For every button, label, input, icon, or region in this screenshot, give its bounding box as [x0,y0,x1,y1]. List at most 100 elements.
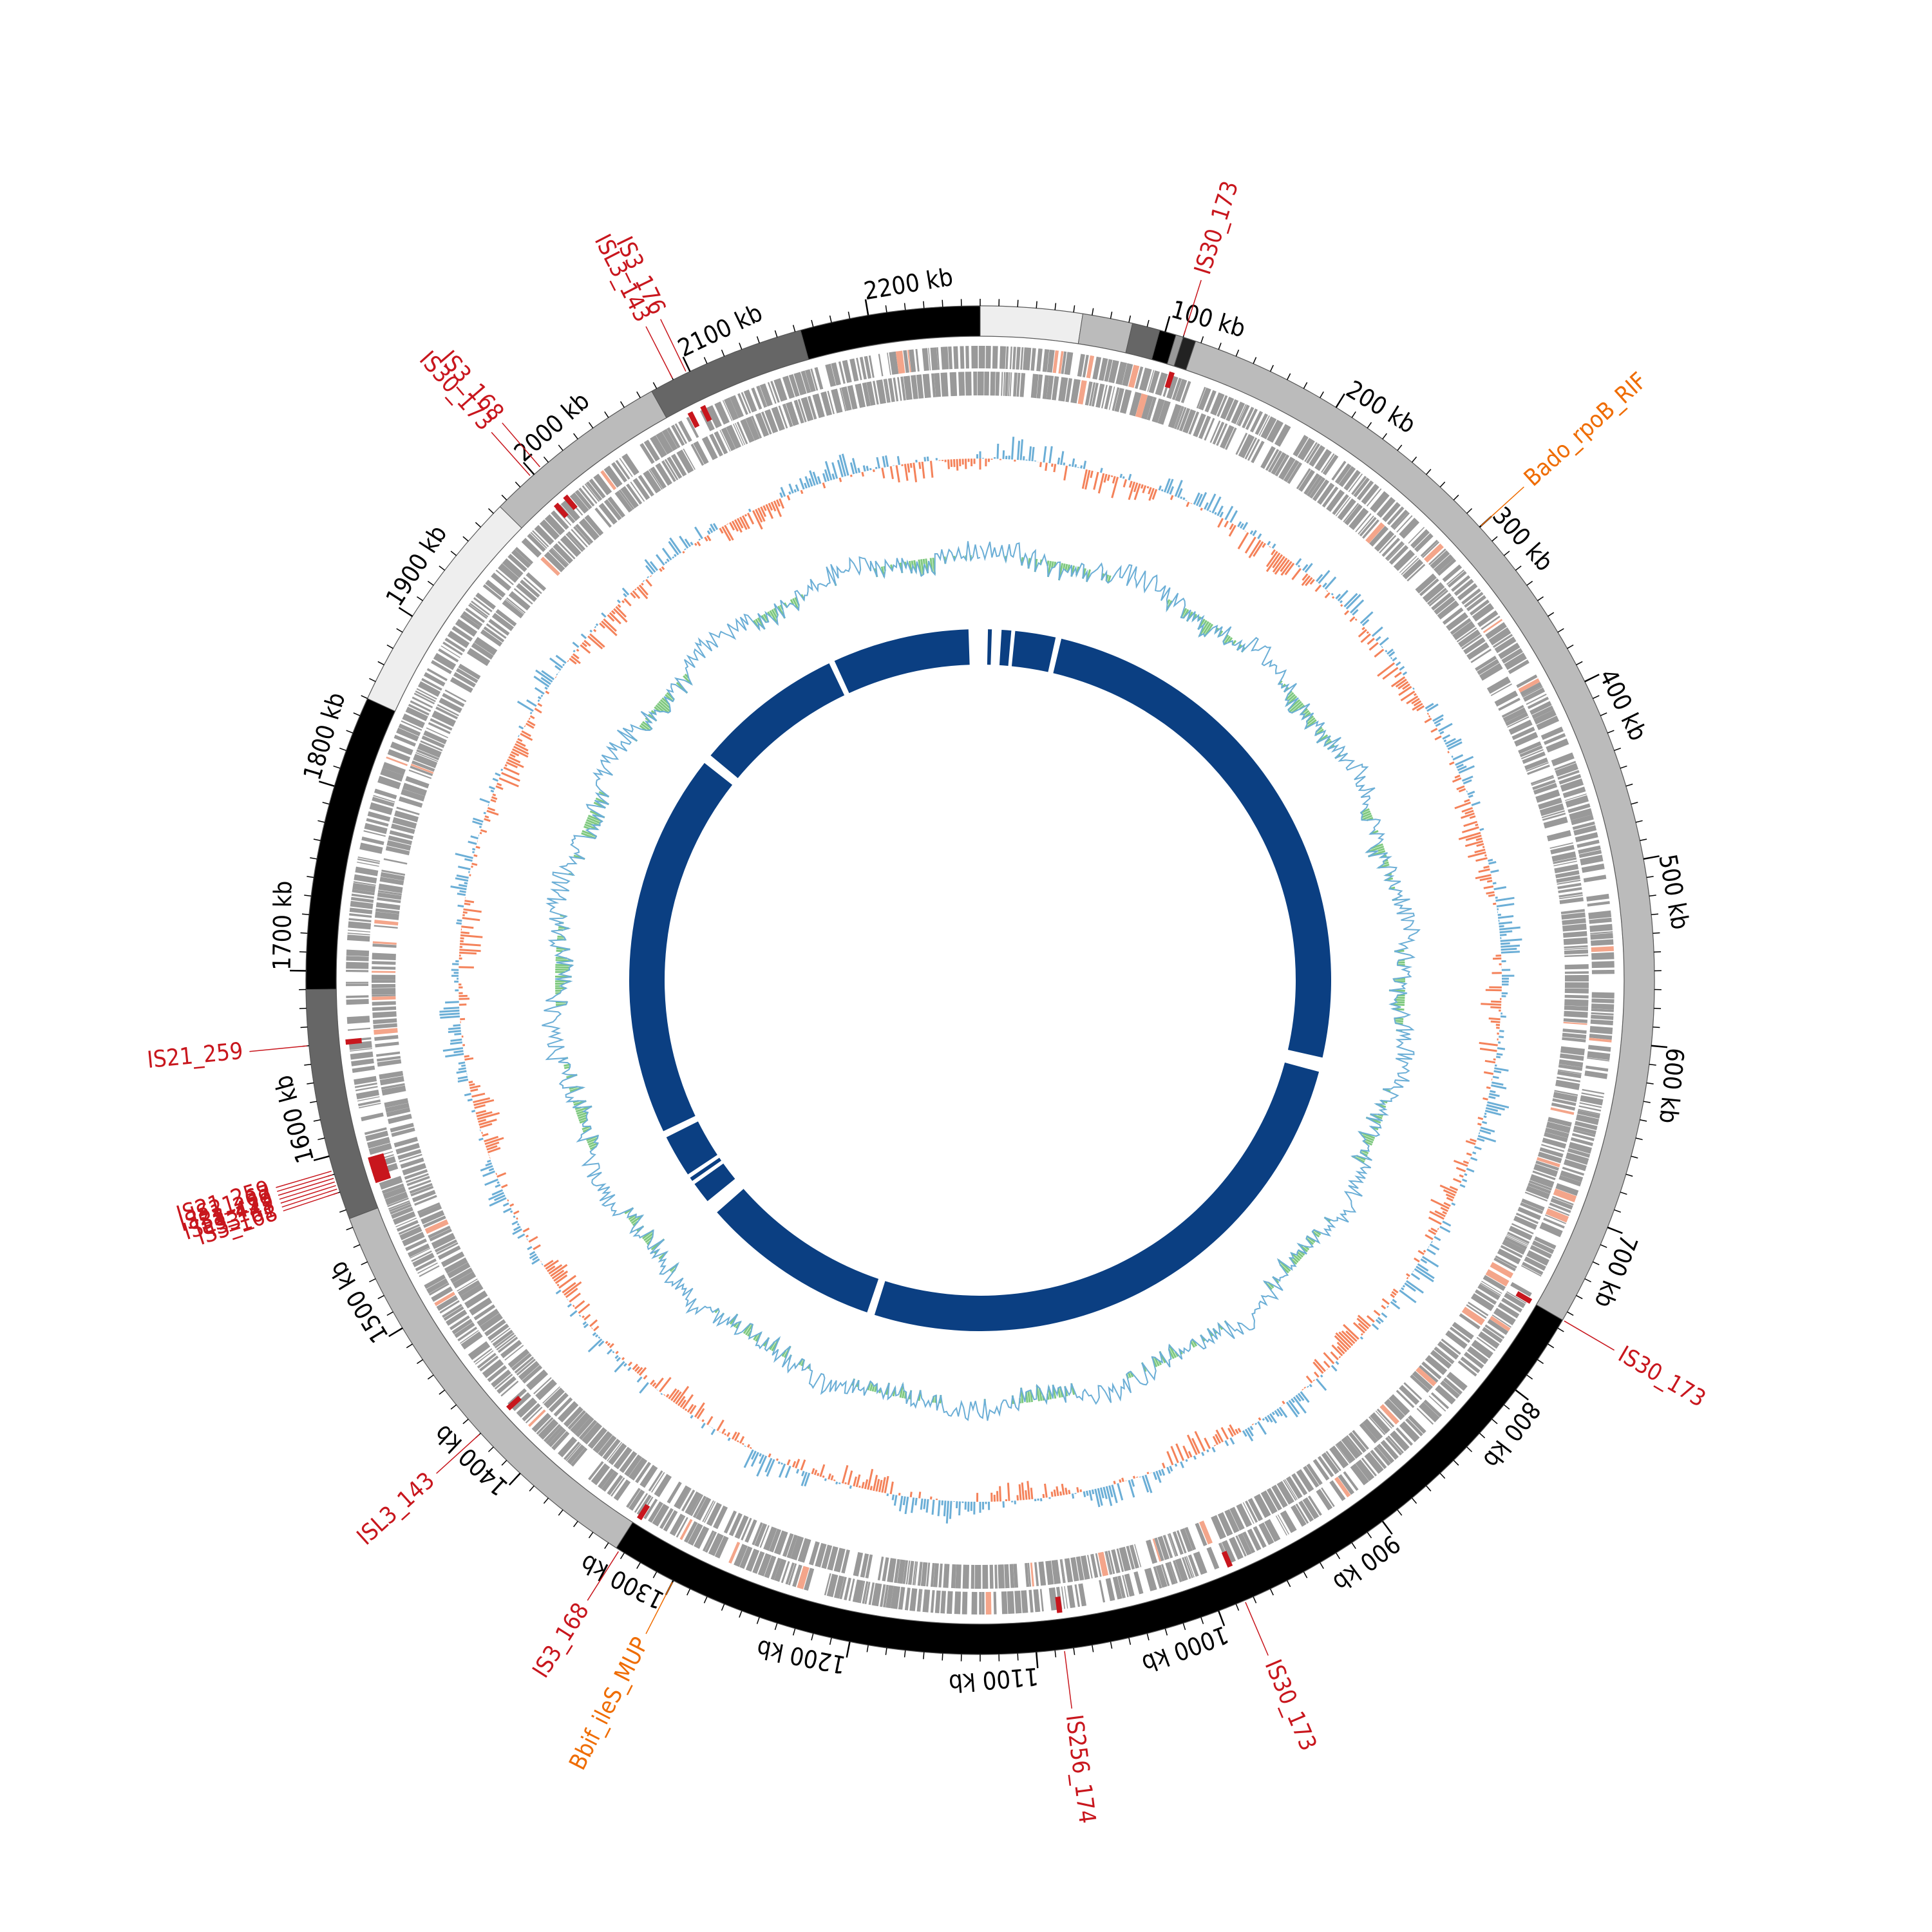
minor-tick [1584,1278,1591,1283]
cds-feature [372,994,396,997]
cds-feature [1182,409,1197,433]
cds-feature [1348,473,1363,493]
cds-feature [1461,588,1481,605]
cds-feature [1303,1465,1320,1488]
cds-feature [1001,1591,1008,1615]
minor-tick [1320,391,1324,399]
annotation-leader-1 [1481,486,1524,527]
minor-tick [1253,357,1257,365]
cds-feature [1430,550,1450,569]
cds-feature [434,1239,457,1253]
cds-feature [1042,349,1050,372]
cds-feature [961,1591,968,1615]
minor-tick [687,1588,691,1596]
cds-feature [1590,1019,1613,1026]
minor-tick [1653,1026,1660,1028]
cds-feature [352,1065,375,1074]
cds-feature [1494,690,1519,707]
cds-feature [804,369,816,392]
cds-feature [348,929,371,933]
cds-feature [1157,1535,1170,1560]
cds-feature [1508,719,1533,735]
cds-feature [372,980,396,983]
cds-feature [844,1577,851,1600]
cds-feature [469,1297,493,1316]
minor-tick [1218,343,1222,350]
cds-feature [948,346,953,370]
cds-feature [728,1542,741,1564]
cds-feature [1461,634,1482,650]
cds-feature [911,375,918,399]
cds-feature [1296,1469,1314,1493]
cds-feature [1343,469,1361,491]
minor-tick [1646,1082,1654,1084]
cds-feature [1009,1564,1015,1588]
cds-feature [1422,582,1445,603]
cds-feature [734,1544,748,1567]
cds-feature [1564,982,1589,989]
cds-feature [346,934,370,942]
cds-feature [428,722,451,734]
cds-feature [841,1549,850,1574]
cds-feature [1533,709,1557,724]
cds-feature [473,597,493,612]
cds-feature [420,740,443,752]
cds-feature [862,1581,869,1604]
cds-feature [1549,1202,1571,1213]
cds-feature [1425,1355,1448,1376]
cds-feature [1403,1382,1423,1400]
is-mark-18 [687,411,700,428]
cds-feature [578,488,595,507]
cds-feature [1005,346,1009,369]
cds-feature [1382,502,1401,522]
cds-feature [833,1575,845,1599]
minor-tick [1200,336,1204,343]
cds-feature [1061,1586,1066,1609]
annotation-leader-18 [645,326,673,379]
cds-feature [955,1564,961,1589]
cds-feature [399,796,423,808]
cds-feature [1242,1502,1255,1524]
cds-feature [381,1083,405,1090]
cds-feature [1408,1415,1426,1434]
cds-feature [1385,541,1404,560]
cds-feature [399,1153,422,1163]
cds-feature [439,697,462,714]
cds-feature [1322,454,1339,476]
cds-feature [1025,1563,1030,1587]
cds-feature [1558,887,1582,894]
is-element-marks [345,371,1533,1613]
cds-feature [1591,998,1615,1003]
cds-feature [366,818,389,827]
cds-feature [1522,687,1546,702]
annotation-label-3: IS30_173 [1260,1656,1321,1754]
cds-feature [1488,627,1511,646]
cds-feature [1276,1481,1294,1505]
cds-feature [352,889,375,896]
minor-tick [417,1359,423,1365]
cds-feature [422,1215,446,1228]
cds-feature [1589,1026,1613,1035]
cds-feature [1217,1511,1233,1537]
cds-feature [1521,1198,1545,1211]
cds-feature [598,502,618,525]
cds-feature [543,1424,562,1443]
minor-tick [1453,495,1459,501]
cds-feature [977,371,981,396]
cds-feature [372,952,396,960]
cds-feature [1193,413,1206,437]
minor-tick [1320,1562,1324,1569]
cds-feature [1482,1274,1506,1291]
cds-feature [458,663,481,680]
minor-tick [1269,1588,1274,1596]
cds-feature [571,529,588,548]
cds-feature [1112,387,1120,412]
cds-feature [1003,372,1006,396]
cds-feature [1556,875,1580,884]
cds-feature [585,481,603,501]
cds-feature [426,668,448,681]
cds-feature [1027,1562,1032,1587]
cds-feature [629,1457,648,1481]
major-tick [1381,1520,1393,1535]
homology-ring [629,629,1332,1331]
